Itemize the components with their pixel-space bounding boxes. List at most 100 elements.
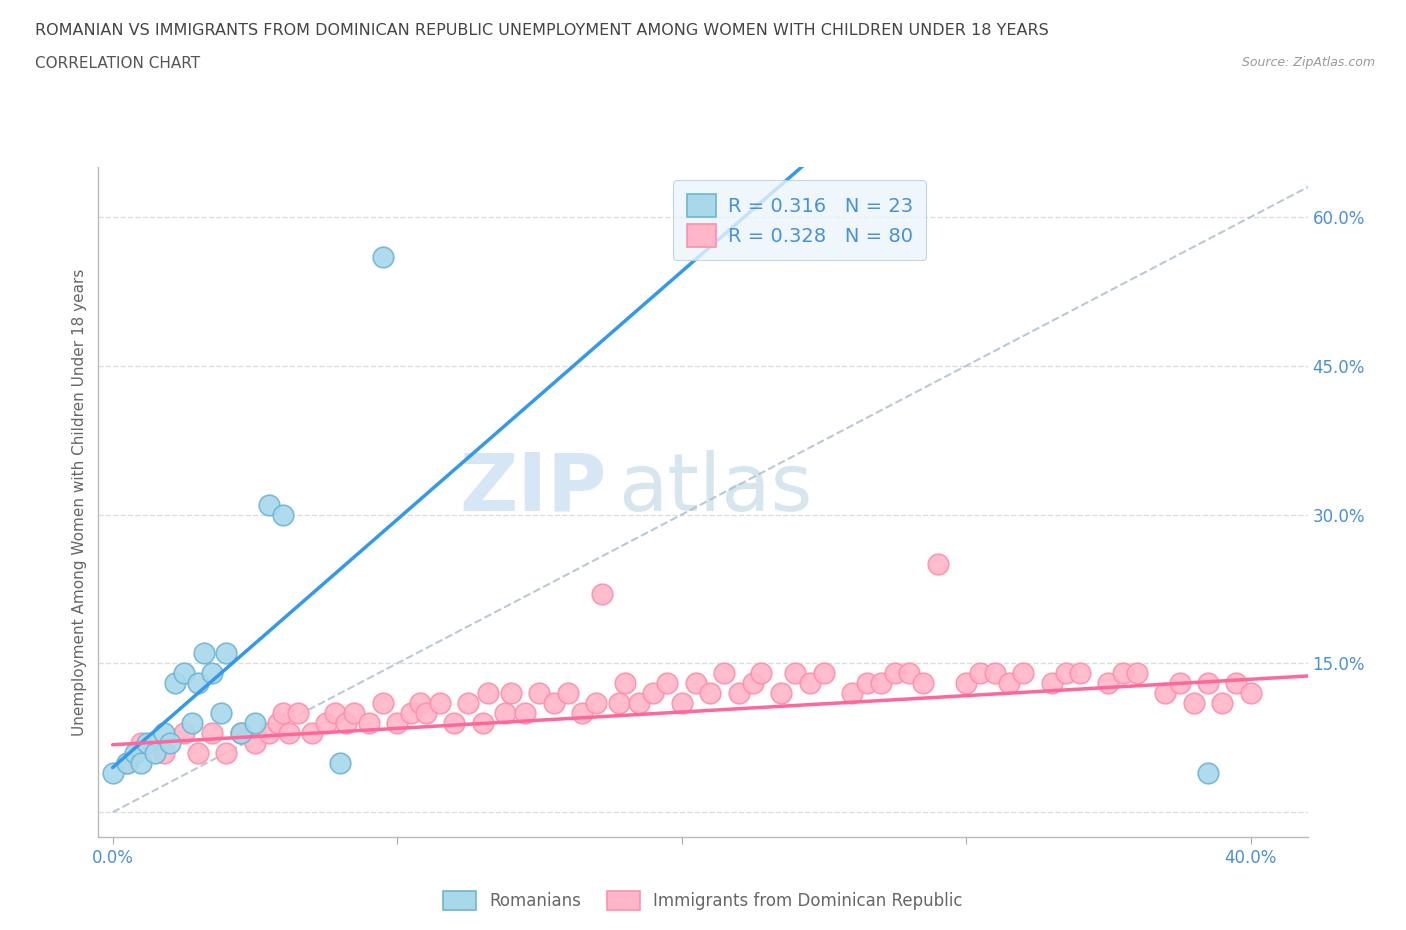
Point [607,696,630,711]
Text: Source: ZipAtlas.com: Source: ZipAtlas.com [1241,56,1375,69]
Point [335,715,357,730]
Point [129,755,152,770]
Point [257,725,280,740]
Point [301,725,323,740]
Point [643,685,665,700]
Point [841,685,863,700]
Point [165,676,187,691]
Point [1126,666,1149,681]
Point [855,676,877,691]
Point [1197,765,1219,780]
Point [927,557,949,572]
Point [181,715,204,730]
Point [1182,696,1205,711]
Point [193,646,215,661]
Point [770,685,793,700]
Text: ROMANIAN VS IMMIGRANTS FROM DOMINICAN REPUBLIC UNEMPLOYMENT AMONG WOMEN WITH CHI: ROMANIAN VS IMMIGRANTS FROM DOMINICAN RE… [35,23,1049,38]
Text: atlas: atlas [619,450,813,528]
Point [357,715,380,730]
Point [229,725,252,740]
Point [1168,676,1191,691]
Point [229,725,252,740]
Point [741,676,763,691]
Point [955,676,977,691]
Point [613,676,636,691]
Point [571,706,593,721]
Point [143,745,166,760]
Point [371,249,394,264]
Point [343,706,366,721]
Point [685,676,707,691]
Point [153,745,176,760]
Point [329,755,352,770]
Point [983,666,1005,681]
Point [173,725,195,740]
Point [591,587,613,602]
Point [749,666,772,681]
Point [415,706,437,721]
Point [278,725,301,740]
Point [129,736,152,751]
Point [135,736,157,751]
Point [243,736,266,751]
Point [1154,685,1177,700]
Point [287,706,309,721]
Point [323,706,346,721]
Point [201,725,224,740]
Point [457,696,479,711]
Point [1040,676,1063,691]
Text: CORRELATION CHART: CORRELATION CHART [35,56,200,71]
Point [1069,666,1091,681]
Point [813,666,835,681]
Point [1240,685,1263,700]
Point [884,666,907,681]
Legend: Romanians, Immigrants from Dominican Republic: Romanians, Immigrants from Dominican Rep… [436,884,970,917]
Point [115,755,138,770]
Point [187,745,209,760]
Text: ZIP: ZIP [458,450,606,528]
Point [585,696,607,711]
Point [912,676,935,691]
Point [785,666,807,681]
Point [713,666,735,681]
Point [869,676,891,691]
Point [215,745,238,760]
Point [998,676,1021,691]
Point [429,696,451,711]
Legend: R = 0.316   N = 23, R = 0.328   N = 80: R = 0.316 N = 23, R = 0.328 N = 80 [673,180,927,260]
Point [727,685,749,700]
Point [257,498,280,512]
Point [1054,666,1077,681]
Point [173,666,195,681]
Point [315,715,337,730]
Point [898,666,921,681]
Point [543,696,565,711]
Point [499,685,522,700]
Point [1211,696,1233,711]
Point [1012,666,1035,681]
Point [187,676,209,691]
Point [115,755,138,770]
Point [799,676,821,691]
Point [699,685,721,700]
Point [266,715,288,730]
Point [153,725,176,740]
Point [557,685,579,700]
Point [671,696,693,711]
Point [494,706,516,721]
Point [627,696,650,711]
Point [477,685,499,700]
Point [1225,676,1247,691]
Point [273,507,295,522]
Point [159,736,181,751]
Point [515,706,537,721]
Point [443,715,465,730]
Point [273,706,295,721]
Point [385,715,408,730]
Point [409,696,432,711]
Point [201,666,224,681]
Y-axis label: Unemployment Among Women with Children Under 18 years: Unemployment Among Women with Children U… [72,269,87,736]
Point [371,696,394,711]
Point [1097,676,1119,691]
Point [101,765,124,780]
